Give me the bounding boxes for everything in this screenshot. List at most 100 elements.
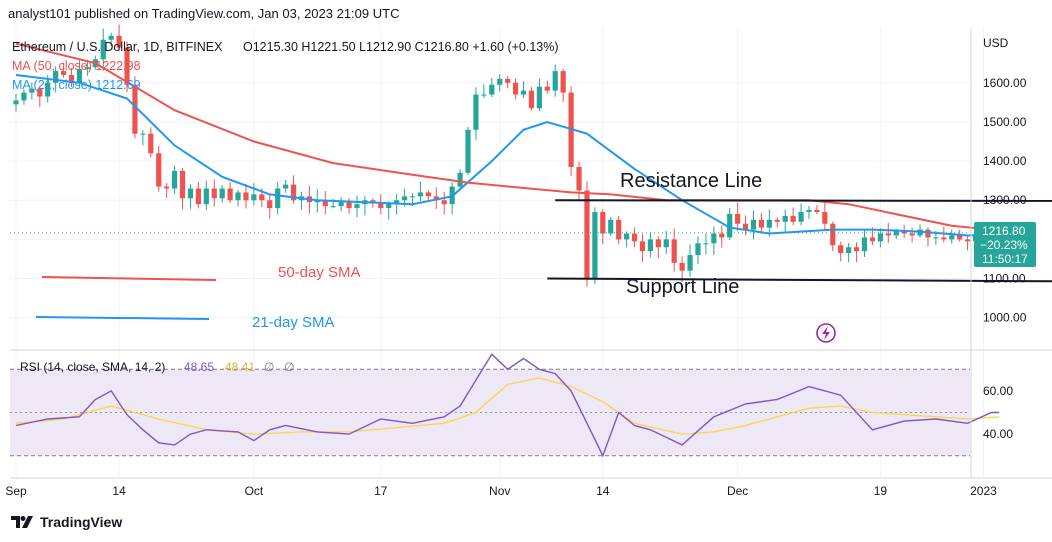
candle-body [600, 211, 606, 234]
support-line [547, 277, 1052, 283]
candle-body [711, 233, 717, 244]
candle-body [719, 233, 725, 238]
candle-body [156, 153, 162, 187]
candle-body [283, 184, 289, 189]
x-tick-label: Sep [5, 484, 27, 498]
candle-body [560, 71, 566, 93]
candle-body [346, 202, 352, 209]
candle-body [536, 86, 542, 109]
legend-symbol: Ethereum / U.S. Dollar, 1D, BITFINEX [12, 40, 223, 54]
candle-body [84, 67, 90, 70]
ma50-line [15, 42, 1000, 232]
candle-body [227, 188, 233, 201]
candle-body [933, 237, 939, 239]
y-tick-label: 1300.00 [983, 193, 1027, 207]
candle-body [354, 204, 360, 209]
candle-body [758, 219, 765, 228]
candle-body [497, 78, 503, 85]
candle-body [417, 192, 424, 197]
candle-body [576, 166, 582, 191]
tradingview-brand: TradingView [40, 514, 123, 530]
candle-body [148, 133, 154, 154]
candle-body [290, 184, 297, 201]
candle-body [631, 233, 638, 242]
candle-body [703, 243, 709, 245]
ma21-line [15, 74, 1000, 237]
candle-body [338, 202, 344, 207]
candle-body [179, 170, 186, 199]
candle-body [806, 210, 812, 212]
x-tick-label: 2023 [970, 484, 997, 498]
candle-body [766, 219, 772, 228]
candle-body [322, 200, 328, 207]
candle-body [814, 210, 820, 212]
candle-body [68, 74, 75, 83]
candle-body [259, 194, 265, 201]
candle-body [433, 196, 439, 201]
candle-body [187, 188, 194, 199]
candle-body [45, 82, 51, 97]
candle-body [790, 215, 796, 222]
candle-body [21, 92, 27, 101]
legend-ma21: MA (21, close) 1212.69 [12, 78, 141, 92]
y-tick-label: 1500.00 [983, 115, 1027, 129]
candle-body [639, 241, 646, 252]
sma21-label: 21-day SMA [252, 314, 335, 331]
candle-body [965, 239, 971, 242]
candle-body [616, 219, 622, 240]
currency-label: USD [983, 36, 1009, 50]
tradingview-logo-icon [11, 516, 33, 528]
candle-body [425, 192, 431, 197]
legend-ma50: MA (50, close) 1222.98 [12, 59, 141, 73]
y-tick-label: 1100.00 [983, 272, 1026, 286]
candle-body [592, 211, 598, 279]
publisher-header: analyst101 published on TradingView.com,… [8, 6, 400, 21]
candle-body [552, 71, 558, 91]
candle-body [608, 219, 614, 234]
resistance-label: Resistance Line [620, 170, 762, 192]
candle-body [132, 84, 138, 134]
rsi-legend-ma-value: 48.41 [225, 360, 255, 374]
candle-body [100, 39, 106, 60]
candle-body [211, 188, 217, 199]
candle-body [861, 237, 868, 252]
candle-body [663, 239, 669, 248]
candle-body [679, 262, 685, 271]
candle-body [401, 196, 408, 201]
candle-body [251, 194, 257, 201]
candle-body [60, 71, 67, 75]
candle-body [275, 188, 281, 209]
candle-body [909, 233, 915, 236]
candles-layer [13, 24, 1002, 287]
candle-body [687, 255, 693, 271]
last-price-value: 1216.80 [982, 224, 1026, 238]
candle-body [830, 223, 836, 246]
x-tick-label: Nov [489, 484, 510, 498]
rsi-tick-label: 60.00 [983, 384, 1013, 398]
candle-body [798, 211, 804, 222]
candle-body [53, 71, 59, 83]
resistance-line [555, 199, 1052, 202]
candle-body [877, 233, 883, 242]
candle-body [520, 90, 527, 95]
candle-body [782, 215, 788, 222]
candle-body [742, 223, 749, 230]
candle-body [941, 237, 947, 240]
candle-body [29, 88, 35, 93]
annotation-layer [35, 199, 1052, 320]
candle-body [584, 190, 590, 279]
candle-body [528, 90, 535, 109]
candle-body [37, 88, 43, 97]
rsi-legend-label: RSI (14, close, SMA, 14, 2) [20, 360, 165, 374]
support-label: Support Line [626, 276, 739, 298]
sma50-legend-stroke [41, 276, 217, 281]
lightning-icon[interactable] [816, 323, 836, 343]
candle-body [124, 47, 130, 85]
candle-body [893, 231, 899, 236]
candle-body [116, 35, 122, 48]
candle-body [838, 245, 844, 254]
legend-ohlc: O1215.30 H1221.50 L1212.90 C1216.80 +1.6… [243, 40, 559, 54]
rsi-legend-value: 48.65 [184, 360, 214, 374]
candle-body [330, 206, 336, 208]
